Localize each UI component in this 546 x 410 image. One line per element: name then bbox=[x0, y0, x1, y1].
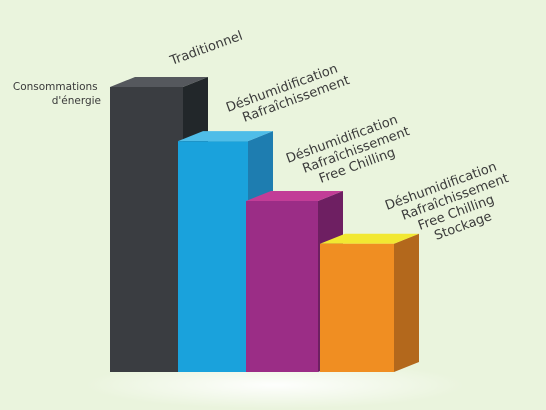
y-axis-label-line-1: Consommations bbox=[13, 81, 98, 93]
category-label-1-line-1: Traditionnel bbox=[167, 29, 244, 69]
bar-4-side bbox=[394, 234, 419, 372]
y-axis-label: Consommations d'énergie bbox=[13, 81, 101, 107]
bar-2-front bbox=[178, 141, 248, 372]
category-label-1: Traditionnel bbox=[167, 29, 244, 69]
bar-4 bbox=[320, 234, 419, 372]
bar-4-front bbox=[320, 244, 394, 372]
bar-1-front bbox=[110, 87, 183, 372]
y-axis-label-line-2: d'énergie bbox=[52, 95, 101, 107]
category-label-2: DéshumidificationRafraîchissement bbox=[224, 59, 352, 130]
category-label-3: DéshumidificationRafraîchissementFree Ch… bbox=[284, 110, 417, 195]
bar-3-front bbox=[246, 201, 318, 372]
